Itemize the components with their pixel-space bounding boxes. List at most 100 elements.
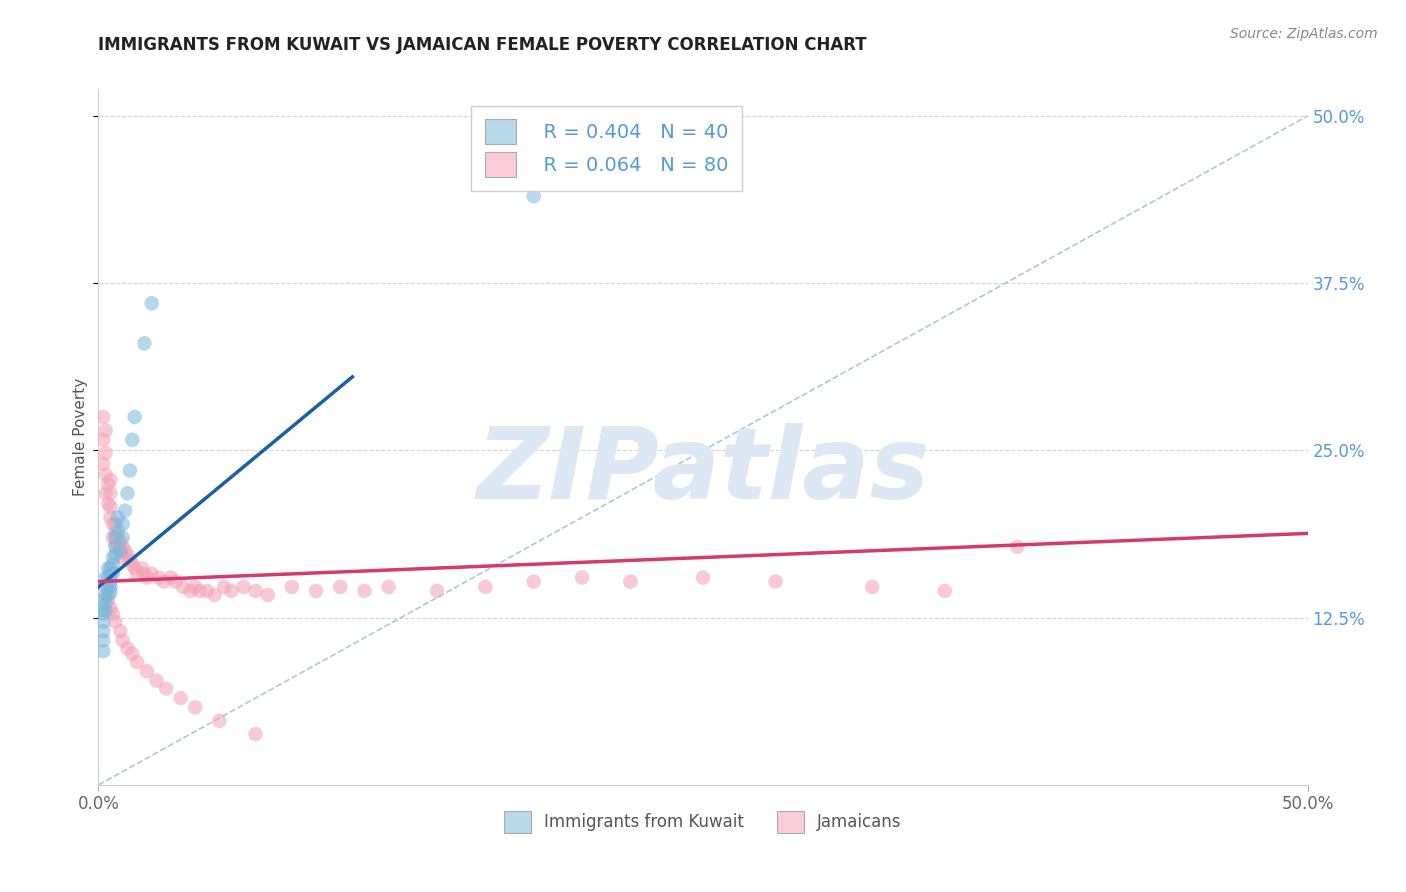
Point [474, 580, 496, 594]
Point [100, 585, 122, 599]
Point [94, 588, 117, 602]
Point [152, 574, 174, 589]
Point [377, 580, 399, 594]
Point [108, 624, 131, 639]
Point [107, 524, 129, 538]
Point [111, 516, 134, 531]
Point [101, 550, 124, 565]
Point [100, 574, 122, 589]
Point [172, 580, 194, 594]
Point [100, 601, 122, 615]
Point [111, 540, 134, 554]
Point [221, 584, 243, 599]
Point [256, 588, 278, 602]
Point [97, 593, 120, 607]
Point [91, 433, 114, 447]
Point [100, 486, 122, 500]
Point [104, 537, 127, 551]
Point [353, 584, 375, 599]
Point [94, 446, 117, 460]
Point [101, 607, 124, 621]
Point [104, 548, 127, 562]
Point [100, 500, 122, 514]
Text: Source: ZipAtlas.com: Source: ZipAtlas.com [1230, 27, 1378, 41]
Point [104, 530, 127, 544]
Point [305, 584, 328, 599]
Point [94, 596, 117, 610]
Point [100, 566, 122, 581]
Point [94, 604, 117, 618]
Point [127, 566, 149, 581]
Point [281, 580, 304, 594]
Point [107, 530, 129, 544]
Point [100, 510, 122, 524]
Point [131, 561, 153, 575]
Point [148, 571, 170, 585]
Point [91, 457, 114, 471]
Point [97, 561, 120, 575]
Point [165, 574, 187, 589]
Point [91, 410, 114, 425]
Point [108, 544, 131, 558]
Point [107, 510, 129, 524]
Point [101, 557, 124, 572]
Point [135, 571, 157, 585]
Point [179, 584, 201, 599]
Point [101, 530, 124, 544]
Point [121, 557, 143, 572]
Y-axis label: Female Poverty: Female Poverty [73, 378, 89, 496]
Text: IMMIGRANTS FROM KUWAIT VS JAMAICAN FEMALE POVERTY CORRELATION CHART: IMMIGRANTS FROM KUWAIT VS JAMAICAN FEMAL… [98, 36, 868, 54]
Point [329, 580, 352, 594]
Point [523, 574, 546, 589]
Point [107, 540, 129, 554]
Point [169, 690, 191, 705]
Point [111, 530, 134, 544]
Point [114, 544, 136, 558]
Point [619, 574, 641, 589]
Point [94, 467, 117, 482]
Point [104, 615, 127, 629]
Point [145, 673, 167, 688]
Point [135, 664, 157, 679]
Point [523, 189, 546, 203]
Point [134, 566, 156, 581]
Point [108, 544, 131, 558]
Point [91, 624, 114, 639]
Point [117, 486, 139, 500]
Point [100, 580, 122, 594]
Point [94, 486, 117, 500]
Point [117, 548, 139, 562]
Point [97, 588, 120, 602]
Point [91, 607, 114, 621]
Text: ZIPatlas: ZIPatlas [477, 424, 929, 520]
Point [101, 566, 124, 581]
Point [97, 571, 120, 585]
Point [118, 553, 141, 567]
Point [426, 584, 449, 599]
Point [571, 571, 593, 585]
Legend: Immigrants from Kuwait, Jamaicans: Immigrants from Kuwait, Jamaicans [498, 805, 908, 839]
Point [134, 336, 156, 351]
Point [100, 561, 122, 575]
Point [184, 580, 207, 594]
Point [141, 296, 163, 310]
Point [117, 641, 139, 656]
Point [121, 647, 143, 661]
Point [91, 633, 114, 648]
Point [204, 588, 226, 602]
Point [934, 584, 956, 599]
Point [195, 584, 218, 599]
Point [97, 580, 120, 594]
Point [104, 540, 127, 554]
Point [184, 700, 207, 714]
Point [155, 681, 177, 696]
Point [121, 433, 143, 447]
Point [111, 550, 134, 565]
Point [97, 476, 120, 491]
Point [91, 644, 114, 658]
Point [124, 561, 146, 575]
Point [860, 580, 883, 594]
Point [160, 571, 183, 585]
Point [101, 516, 124, 531]
Point [91, 593, 114, 607]
